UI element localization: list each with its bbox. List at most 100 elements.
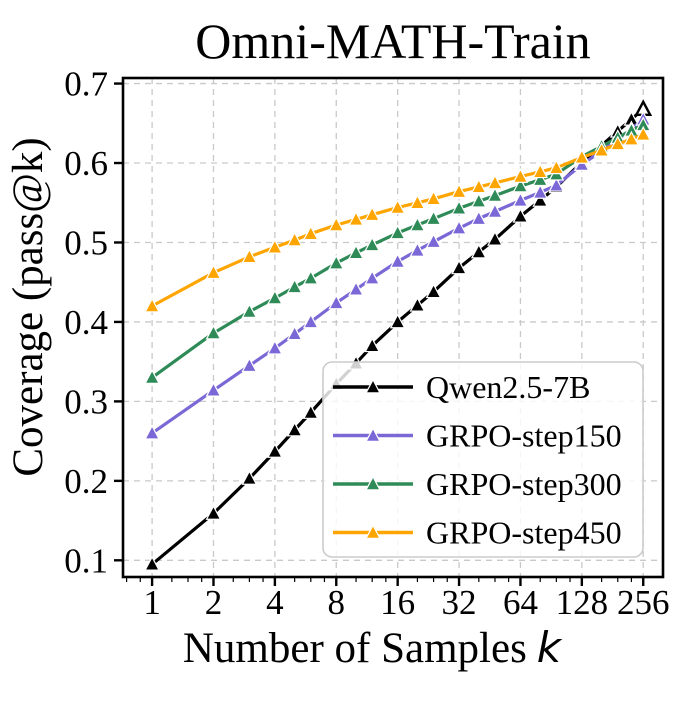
marker-GRPO-step150-k10	[348, 280, 364, 296]
legend-label-Qwen2.5-7B: Qwen2.5-7B	[426, 369, 590, 405]
x-tick-label-16: 16	[380, 583, 415, 622]
plot-border	[121, 76, 665, 579]
marker-GRPO-step450-k10	[348, 210, 364, 226]
marker-GRPO-step450-k48	[487, 174, 503, 190]
legend: Qwen2.5-7B GRPO-step150 GRPO-step300 GRPO-s…	[322, 361, 644, 558]
marker-GRPO-step300-k12	[364, 236, 381, 252]
marker-Qwen2.5-7B-k3	[241, 469, 258, 485]
y-tick-label-0.2: 0.2	[64, 462, 108, 501]
marker-GRPO-step300-k24	[425, 210, 442, 226]
marker-GRPO-step300-k64	[512, 177, 529, 193]
legend-swatch-marker-GRPO-step150	[365, 427, 381, 442]
marker-GRPO-step450-k5	[286, 231, 303, 247]
legend-item-GRPO-step450: GRPO-step450	[333, 515, 622, 551]
marker-GRPO-step150-k32	[451, 219, 467, 235]
marker-GRPO-step150-k64	[512, 191, 529, 207]
marker-Qwen2.5-7B-k6	[302, 404, 319, 419]
marker-GRPO-step300-k1	[144, 369, 160, 384]
legend-item-Qwen2.5-7B: Qwen2.5-7B	[333, 369, 590, 405]
x-tick-label-4: 4	[266, 583, 284, 622]
marker-GRPO-step300-k2	[205, 324, 222, 340]
marker-Qwen2.5-7B-k4	[266, 442, 283, 458]
marker-GRPO-step300-k40	[470, 192, 487, 208]
marker-Qwen2.5-7B-k2	[205, 504, 222, 520]
marker-GRPO-step450-k1	[144, 297, 160, 313]
x-axis-label: Number of Samples k	[183, 623, 563, 672]
chart-title: Omni-MATH-Train	[195, 13, 590, 69]
marker-GRPO-step300-k5	[286, 278, 303, 294]
marker-GRPO-step450-k2	[205, 264, 222, 280]
legend-label-GRPO-step300: GRPO-step300	[426, 466, 622, 502]
marker-GRPO-step450-k96	[548, 159, 565, 175]
marker-GRPO-step300-k6	[302, 269, 319, 285]
marker-GRPO-step150-k2	[205, 381, 222, 397]
marker-Qwen2.5-7B-k32	[451, 259, 467, 275]
marker-GRPO-step150-k80	[532, 183, 549, 199]
marker-GRPO-step450-k128	[573, 148, 590, 164]
marker-GRPO-step150-k4	[266, 339, 283, 355]
marker-GRPO-step450-k16	[389, 199, 406, 214]
marker-GRPO-step150-k128	[573, 156, 590, 172]
y-tick-label-0.3: 0.3	[64, 382, 108, 421]
y-axis-label: Coverage (pass@k)	[5, 137, 52, 476]
marker-GRPO-step300-k4	[266, 289, 283, 305]
marker-GRPO-step150-k96	[548, 176, 565, 192]
marker-GRPO-step150-k5	[286, 325, 303, 341]
marker-GRPO-step150-k20	[409, 241, 426, 257]
series-layer	[144, 99, 653, 571]
legend-item-GRPO-step300: GRPO-step300	[333, 466, 622, 502]
marker-GRPO-step450-k192	[609, 135, 626, 151]
marker-GRPO-step150-k40	[470, 210, 487, 226]
marker-GRPO-step450-k12	[364, 206, 381, 222]
legend-item-GRPO-step150: GRPO-step150	[333, 418, 622, 454]
marker-Qwen2.5-7B-k12	[364, 337, 381, 353]
marker-GRPO-step150-k8	[328, 294, 345, 310]
legend-box	[322, 361, 644, 558]
marker-GRPO-step150-k12	[364, 269, 381, 285]
marker-GRPO-step450-k224	[623, 130, 640, 146]
legend-label-GRPO-step150: GRPO-step150	[426, 418, 622, 454]
axes-layer: 1 2 4 8 16 32 64 128 256 0.1 0.2 0.3 0.4 0.5 0.6 0.7	[64, 65, 669, 622]
marker-GRPO-step450-k6	[302, 225, 319, 241]
marker-Qwen2.5-7B-k48	[487, 230, 503, 246]
marker-Qwen2.5-7B-k16	[389, 313, 406, 329]
marker-GRPO-step450-k160	[593, 141, 610, 157]
y-tick-label-0.1: 0.1	[64, 541, 108, 580]
marker-GRPO-step450-k24	[425, 190, 442, 206]
series-markers-GRPO-step450	[144, 125, 652, 313]
x-tick-label-128: 128	[556, 583, 609, 622]
marker-GRPO-step300-k16	[389, 224, 406, 240]
x-axis-label-variable: k	[537, 623, 563, 672]
legend-swatch-marker-GRPO-step300	[365, 475, 381, 491]
marker-Qwen2.5-7B-k5	[286, 421, 303, 437]
y-tick-label-0.7: 0.7	[64, 65, 108, 104]
marker-GRPO-step150-k3	[241, 357, 258, 373]
x-tick-label-64: 64	[503, 583, 538, 622]
marker-Qwen2.5-7B-k64	[512, 207, 529, 223]
y-tick-label-0.4: 0.4	[64, 303, 108, 342]
marker-GRPO-step450-k40	[470, 178, 487, 194]
marker-Qwen2.5-7B-k24	[425, 283, 442, 299]
marker-GRPO-step450-k80	[532, 163, 549, 179]
marker-GRPO-step300-k80	[532, 171, 549, 187]
marker-GRPO-step450-k20	[409, 194, 426, 210]
legend-swatch-marker-GRPO-step450	[365, 524, 381, 539]
y-tick-label-0.5: 0.5	[64, 223, 108, 262]
marker-Qwen2.5-7B-k40	[470, 243, 487, 259]
marker-Qwen2.5-7B-k20	[409, 296, 426, 312]
marker-GRPO-step450-k8	[328, 216, 345, 232]
marker-GRPO-step150-k1	[144, 424, 160, 440]
marker-GRPO-step300-k10	[348, 244, 364, 260]
x-tick-label-1: 1	[143, 583, 161, 622]
x-tick-label-2: 2	[205, 583, 223, 622]
marker-GRPO-step300-k3	[241, 303, 258, 319]
legend-swatch-marker-Qwen2.5-7B	[365, 378, 381, 394]
marker-GRPO-step450-k3	[241, 248, 258, 264]
x-axis-label-text: Number of Samples	[183, 625, 527, 672]
marker-GRPO-step150-k6	[302, 313, 319, 329]
x-tick-label-256: 256	[617, 583, 670, 622]
marker-GRPO-step450-k64	[512, 168, 529, 183]
marker-Qwen2.5-7B-k1	[144, 555, 160, 571]
